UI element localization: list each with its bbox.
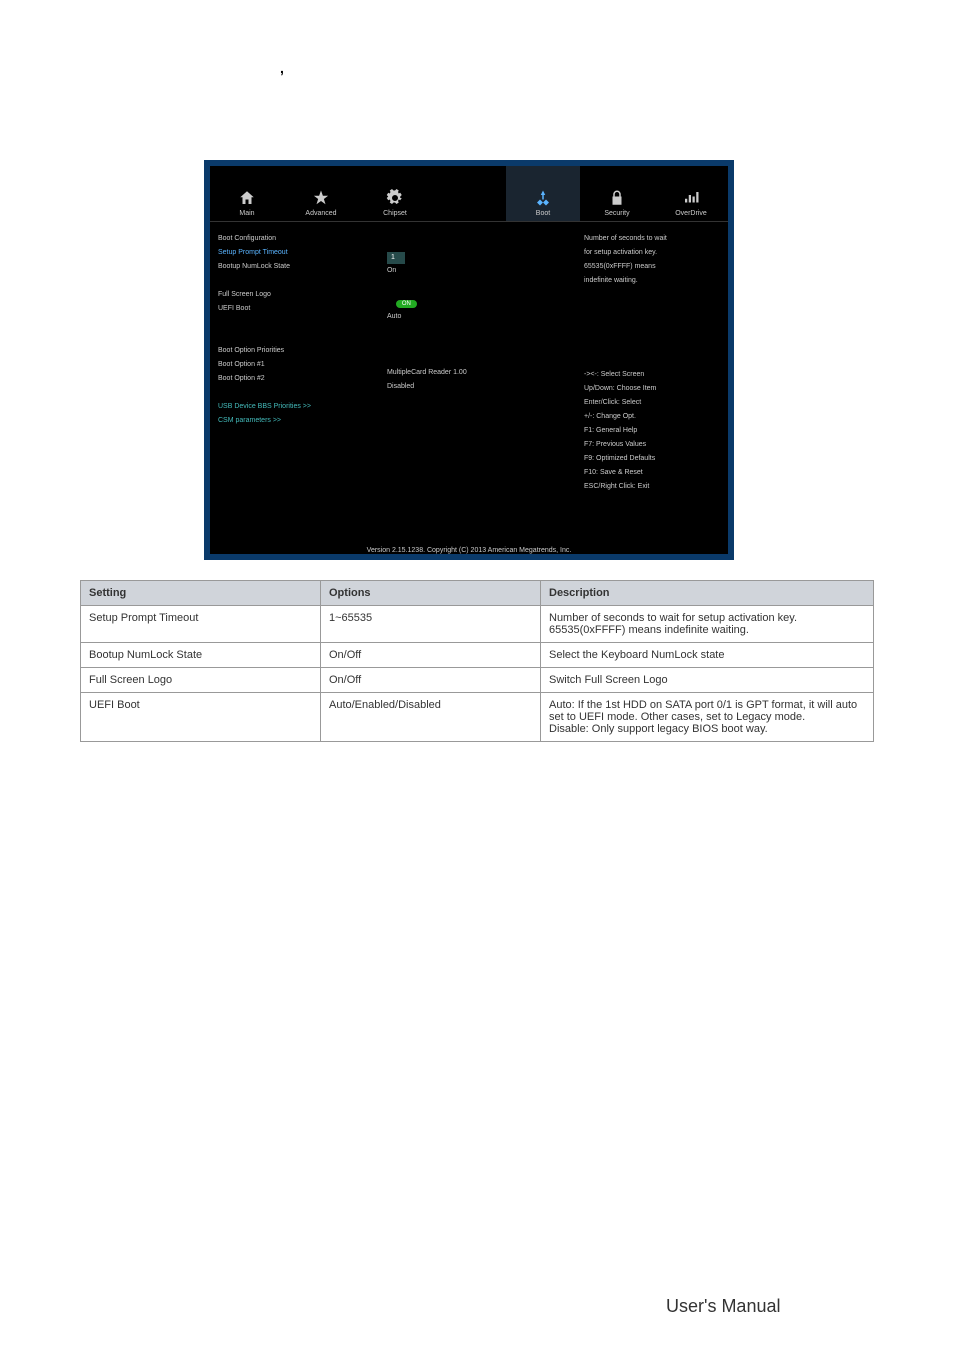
- bios-footer: Version 2.15.1238. Copyright (C) 2013 Am…: [210, 542, 728, 559]
- bios-tab-bar: Main Advanced Chipset Boot: [210, 166, 728, 222]
- gear-icon: [385, 188, 405, 208]
- boot-priorities-header: Boot Option Priorities: [218, 344, 387, 358]
- tab-blank: [432, 166, 506, 221]
- tab-label: Chipset: [383, 210, 407, 217]
- lock-icon: [607, 188, 627, 208]
- help-line: 65535(0xFFFF) means: [584, 260, 722, 274]
- tab-label: Security: [604, 210, 629, 217]
- tab-advanced[interactable]: Advanced: [284, 166, 358, 221]
- star-icon: [311, 188, 331, 208]
- full-screen-value[interactable]: ON: [396, 300, 417, 308]
- table-header-row: Setting Options Description: [81, 581, 874, 606]
- help-line: for setup activation key.: [584, 246, 722, 260]
- bootup-numlock[interactable]: Bootup NumLock State: [218, 260, 387, 274]
- setup-prompt-value[interactable]: 1: [387, 252, 405, 264]
- boot-option-1[interactable]: Boot Option #1: [218, 358, 387, 372]
- cell-desc: Select the Keyboard NumLock state: [541, 643, 874, 668]
- key-hint: -><-: Select Screen: [584, 368, 722, 382]
- tab-overdrive[interactable]: OverDrive: [654, 166, 728, 221]
- boot1-value: MultipleCard Reader 1.00: [387, 366, 570, 380]
- cell-setting: Setup Prompt Timeout: [81, 606, 321, 643]
- key-hint: Enter/Click: Select: [584, 396, 722, 410]
- table-row: Full Screen Logo On/Off Switch Full Scre…: [81, 668, 874, 693]
- help-line: indefinite waiting.: [584, 274, 722, 288]
- key-hint: F10: Save & Reset: [584, 466, 722, 480]
- key-hint: F1: General Help: [584, 424, 722, 438]
- bios-body: Boot Configuration Setup Prompt Timeout …: [210, 222, 728, 542]
- key-hint: +/-: Change Opt.: [584, 410, 722, 424]
- uefi-boot-value: Auto: [387, 310, 570, 324]
- uefi-boot[interactable]: UEFI Boot: [218, 302, 387, 316]
- full-screen-logo[interactable]: Full Screen Logo: [218, 288, 387, 302]
- header-setting: Setting: [81, 581, 321, 606]
- page-footer: User's Manual: [666, 1296, 780, 1317]
- key-hint: F9: Optimized Defaults: [584, 452, 722, 466]
- boot-option-2[interactable]: Boot Option #2: [218, 372, 387, 386]
- table-row: Bootup NumLock State On/Off Select the K…: [81, 643, 874, 668]
- boot-config-header: Boot Configuration: [218, 232, 387, 246]
- stray-comma: ,: [280, 60, 284, 76]
- cell-options: On/Off: [321, 668, 541, 693]
- boot-icon: [533, 188, 553, 208]
- numlock-value: On: [387, 264, 570, 278]
- usb-bbs-link[interactable]: USB Device BBS Priorities >>: [218, 400, 387, 414]
- cell-setting: Bootup NumLock State: [81, 643, 321, 668]
- key-hint: Up/Down: Choose Item: [584, 382, 722, 396]
- tab-label: Boot: [536, 210, 550, 217]
- header-options: Options: [321, 581, 541, 606]
- key-hint: ESC/Right Click: Exit: [584, 480, 722, 494]
- tab-chipset[interactable]: Chipset: [358, 166, 432, 221]
- home-icon: [237, 188, 257, 208]
- tab-security[interactable]: Security: [580, 166, 654, 221]
- boot2-value: Disabled: [387, 380, 570, 394]
- tab-label: Main: [239, 210, 254, 217]
- bios-screenshot: Main Advanced Chipset Boot: [204, 160, 734, 560]
- help-line: Number of seconds to wait: [584, 232, 722, 246]
- cell-desc: Switch Full Screen Logo: [541, 668, 874, 693]
- key-hint: F7: Previous Values: [584, 438, 722, 452]
- cell-options: On/Off: [321, 643, 541, 668]
- cell-options: 1~65535: [321, 606, 541, 643]
- tab-label: OverDrive: [675, 210, 707, 217]
- cell-desc: Auto: If the 1st HDD on SATA port 0/1 is…: [541, 693, 874, 742]
- bios-left-panel: Boot Configuration Setup Prompt Timeout …: [210, 222, 578, 542]
- cell-setting: UEFI Boot: [81, 693, 321, 742]
- header-description: Description: [541, 581, 874, 606]
- tab-boot[interactable]: Boot: [506, 166, 580, 221]
- tab-label: Advanced: [305, 210, 336, 217]
- table-row: Setup Prompt Timeout 1~65535 Number of s…: [81, 606, 874, 643]
- bars-icon: [681, 188, 701, 208]
- bios-help-panel: Number of seconds to wait for setup acti…: [578, 222, 728, 542]
- tab-main[interactable]: Main: [210, 166, 284, 221]
- table-row: UEFI Boot Auto/Enabled/Disabled Auto: If…: [81, 693, 874, 742]
- csm-link[interactable]: CSM parameters >>: [218, 414, 387, 428]
- cell-setting: Full Screen Logo: [81, 668, 321, 693]
- setup-prompt-timeout[interactable]: Setup Prompt Timeout: [218, 246, 387, 260]
- cell-desc: Number of seconds to wait for setup acti…: [541, 606, 874, 643]
- cell-options: Auto/Enabled/Disabled: [321, 693, 541, 742]
- settings-table: Setting Options Description Setup Prompt…: [80, 580, 874, 742]
